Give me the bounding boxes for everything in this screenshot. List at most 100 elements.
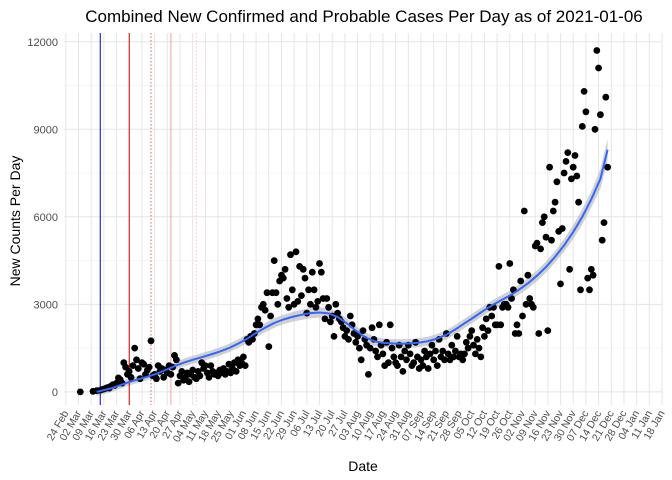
data-point (332, 300, 340, 308)
trend-line (96, 149, 609, 393)
data-point (464, 344, 472, 352)
data-point (584, 274, 592, 282)
data-point (513, 321, 521, 329)
data-point (424, 365, 432, 372)
data-point (207, 362, 215, 369)
data-point (374, 353, 381, 361)
data-point (573, 172, 581, 180)
data-point (354, 333, 361, 340)
data-point (569, 163, 577, 171)
data-point (357, 356, 365, 364)
data-point (558, 225, 566, 232)
data-point (145, 363, 153, 371)
data-point (548, 236, 555, 244)
data-point (205, 373, 213, 381)
data-point (321, 315, 329, 323)
data-point (495, 263, 503, 270)
data-point (261, 306, 269, 314)
data-point (281, 265, 289, 273)
data-point (131, 344, 139, 352)
data-point (452, 347, 459, 355)
data-point (519, 312, 526, 320)
data-point (390, 353, 398, 361)
data-point (133, 356, 140, 364)
data-point (517, 277, 525, 285)
data-point (575, 198, 582, 206)
data-point (334, 309, 341, 317)
data-point (544, 327, 552, 334)
data-point (127, 373, 135, 381)
data-point (560, 169, 568, 177)
data-point (76, 388, 84, 396)
data-point (365, 371, 372, 378)
data-point (417, 356, 425, 364)
data-point (314, 298, 322, 305)
data-point (524, 271, 532, 279)
data-point (267, 312, 274, 320)
data-point (546, 163, 553, 171)
y-tick-label: 0 (52, 387, 58, 399)
data-point (346, 312, 354, 320)
x-axis-title: Date (348, 458, 378, 474)
data-point (330, 333, 338, 340)
data-point (178, 368, 186, 375)
data-point (481, 333, 488, 340)
data-point (343, 327, 351, 334)
data-point (299, 265, 307, 273)
data-point (432, 347, 439, 355)
data-point (140, 360, 148, 368)
reference-lines (99, 33, 197, 405)
data-point (386, 321, 394, 329)
data-point (433, 362, 441, 369)
y-axis-ticks: 0 3000 6000 9000 12000 (27, 37, 58, 399)
data-point (129, 362, 137, 369)
data-point (421, 347, 428, 355)
data-point (578, 123, 586, 130)
data-point (453, 333, 461, 340)
data-point (564, 149, 572, 157)
data-point (279, 274, 287, 282)
data-point (441, 356, 448, 364)
data-point (520, 207, 528, 215)
data-point (134, 365, 142, 372)
data-point (385, 359, 392, 367)
data-point (540, 213, 548, 221)
data-point (388, 344, 396, 352)
data-point (542, 233, 550, 241)
data-point (285, 303, 293, 311)
data-point (263, 289, 271, 297)
data-point (249, 336, 256, 343)
data-point (307, 300, 314, 308)
data-point (147, 337, 155, 345)
data-point (283, 295, 291, 302)
data-point (323, 295, 331, 302)
data-point (359, 327, 367, 334)
data-point (566, 265, 573, 273)
data-point (256, 321, 264, 329)
data-point (254, 315, 262, 323)
data-point (586, 286, 593, 294)
data-point (553, 178, 561, 186)
data-point (167, 371, 175, 378)
data-point (185, 378, 193, 386)
data-point (479, 324, 486, 332)
data-point (450, 353, 457, 361)
data-point (589, 271, 597, 279)
data-point (366, 344, 374, 352)
data-point (473, 336, 481, 343)
data-point (399, 368, 407, 375)
data-point (298, 292, 305, 299)
data-point (593, 47, 601, 54)
data-point (470, 341, 477, 349)
data-point (201, 362, 209, 369)
data-point (506, 260, 514, 267)
y-axis-title: New Counts Per Day (7, 156, 23, 287)
data-point (401, 347, 409, 355)
chart-title: Combined New Confirmed and Probable Case… (85, 7, 643, 26)
data-point (410, 359, 418, 367)
data-point (533, 239, 541, 247)
data-point (597, 111, 604, 119)
